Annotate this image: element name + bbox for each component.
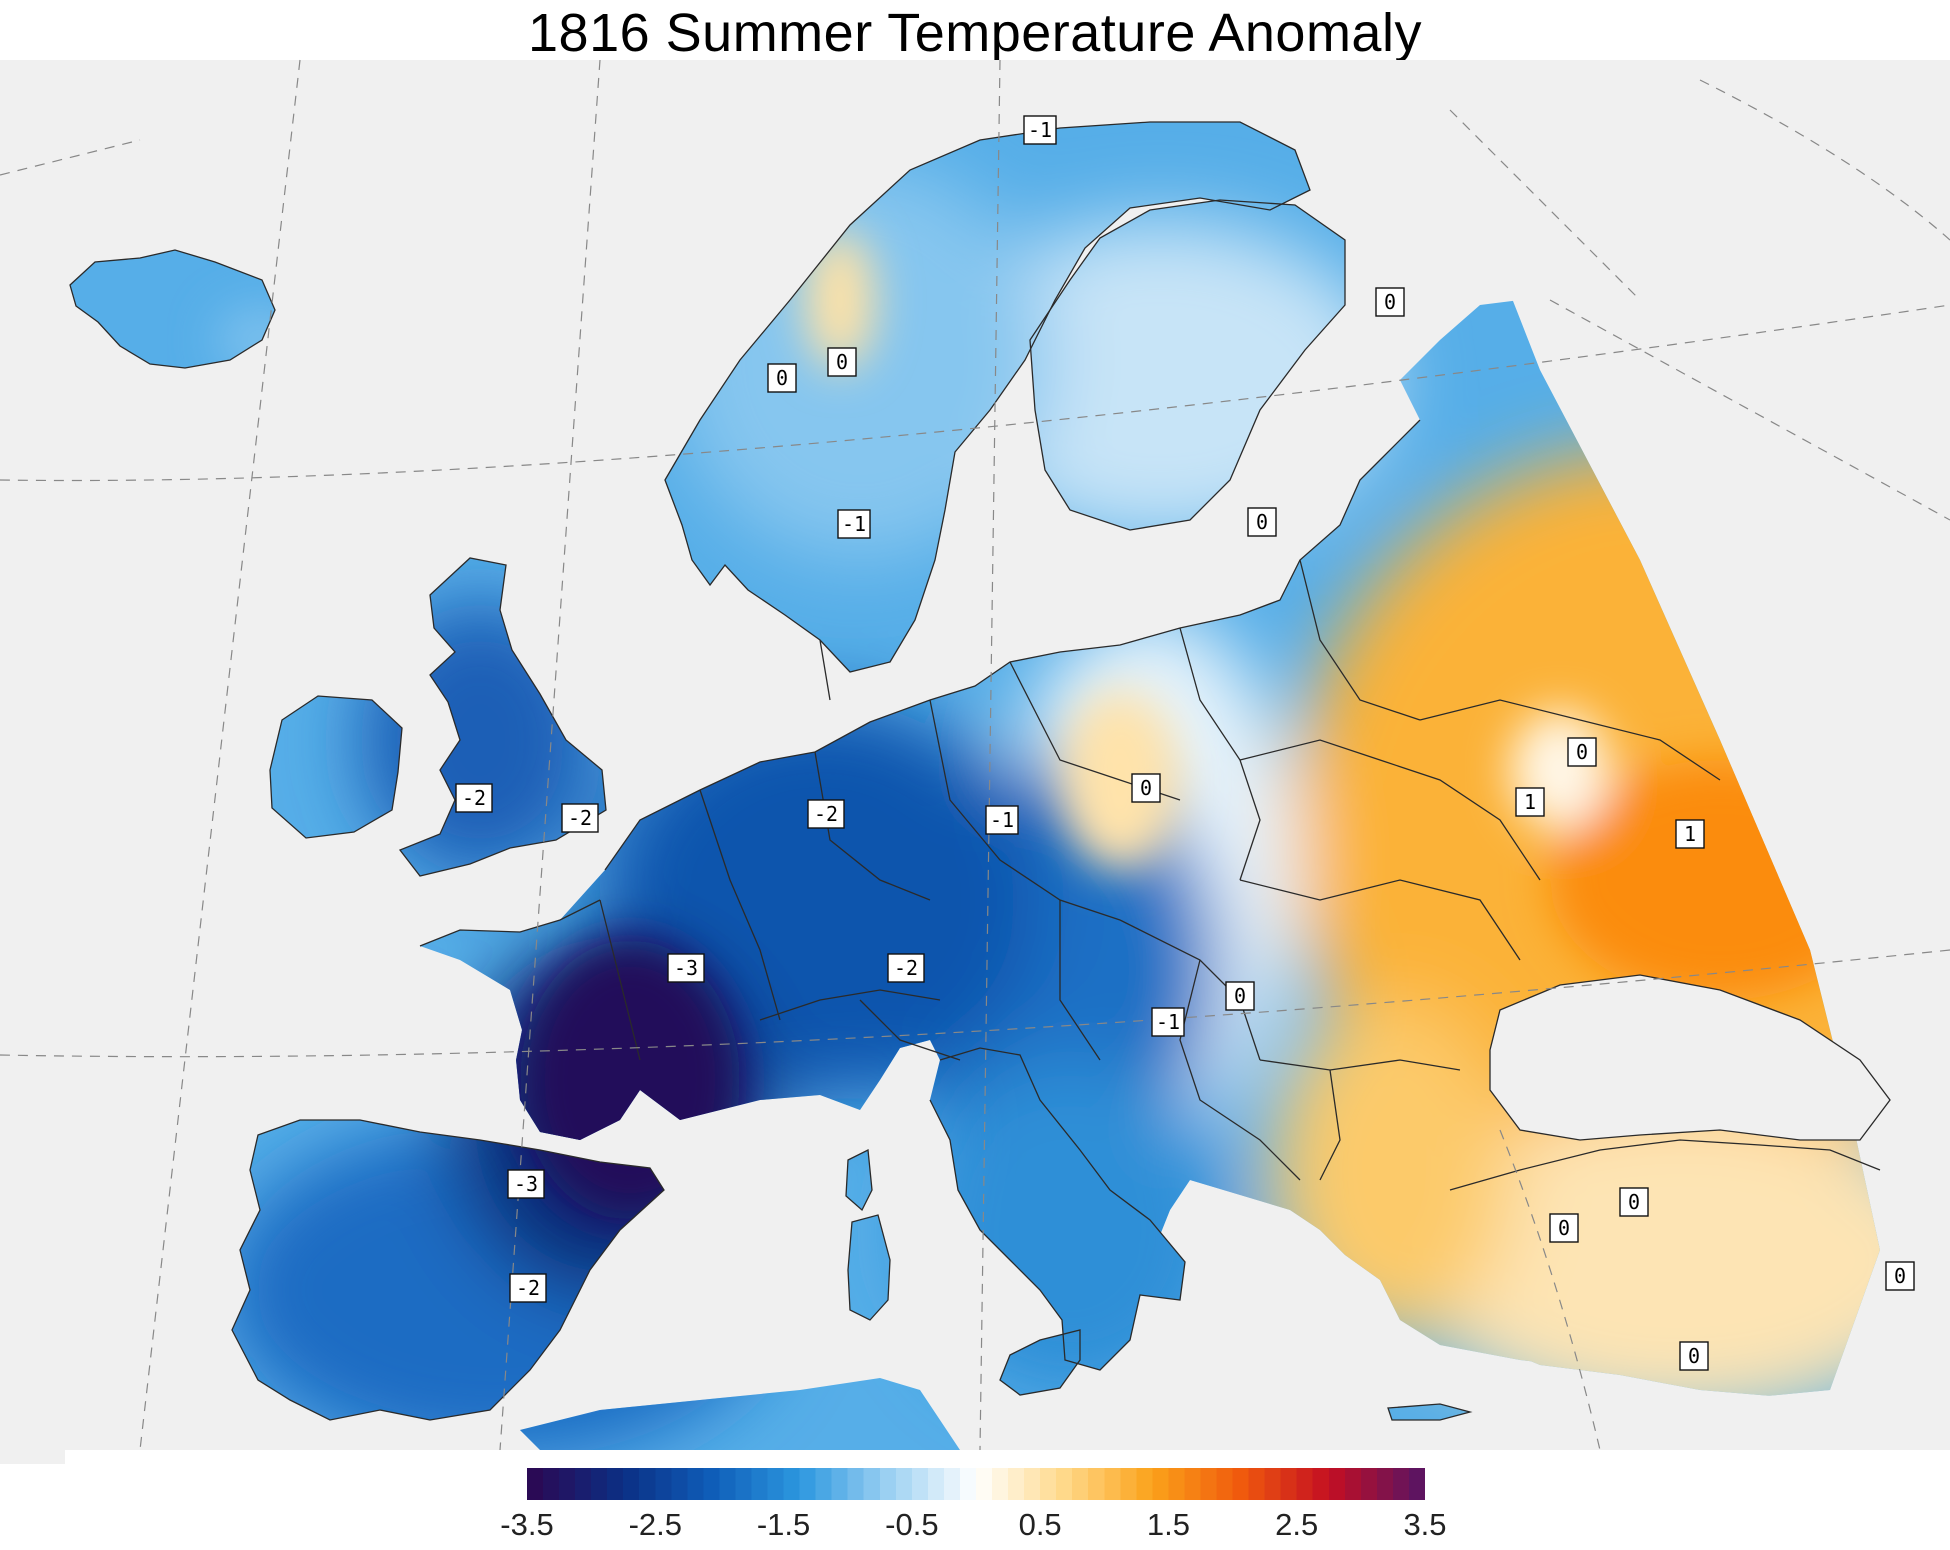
svg-text:-2: -2 (894, 956, 918, 980)
contour-label: -1 (1151, 1007, 1185, 1037)
colorbar-tick-label: -0.5 (885, 1507, 938, 1542)
svg-text:0: 0 (1384, 290, 1396, 314)
contour-label: 0 (1247, 507, 1277, 537)
svg-text:-2: -2 (814, 802, 838, 826)
contour-label: 1 (1515, 787, 1545, 817)
svg-text:1: 1 (1524, 790, 1536, 814)
contour-label: 0 (1679, 1341, 1709, 1371)
contour-labels: -1 0 0 0 -1 0 -2 -2 -2 -1 0 0 1 1 -3 -2 … (455, 115, 1915, 1371)
svg-text:-2: -2 (568, 806, 592, 830)
contour-label: 0 (827, 347, 857, 377)
contour-label: -1 (985, 805, 1019, 835)
svg-text:0: 0 (836, 350, 848, 374)
contour-label: -1 (837, 509, 871, 539)
contour-label: -2 (509, 1273, 547, 1303)
svg-text:1: 1 (1684, 822, 1696, 846)
svg-text:0: 0 (1140, 776, 1152, 800)
colorbar-tick-label: 2.5 (1275, 1507, 1318, 1542)
svg-text:0: 0 (1628, 1190, 1640, 1214)
svg-text:0: 0 (1558, 1216, 1570, 1240)
colorbar-tick-label: 1.5 (1147, 1507, 1190, 1542)
svg-text:-1: -1 (990, 808, 1014, 832)
contour-label: 0 (1225, 981, 1255, 1011)
svg-text:-1: -1 (1156, 1010, 1180, 1034)
colorbar-tick-label: -1.5 (757, 1507, 810, 1542)
svg-text:0: 0 (1688, 1344, 1700, 1368)
contour-label: 1 (1675, 819, 1705, 849)
graticule (0, 59, 1950, 1451)
svg-text:-3: -3 (674, 956, 698, 980)
contour-label: -2 (887, 953, 925, 983)
svg-text:-2: -2 (462, 786, 486, 810)
contour-label: -2 (455, 783, 493, 813)
colorbar-tick-label: -3.5 (500, 1507, 553, 1542)
contour-label: -1 (1023, 115, 1057, 145)
colorbar-tick-label: 0.5 (1019, 1507, 1062, 1542)
contour-label: 0 (1549, 1213, 1579, 1243)
svg-text:0: 0 (776, 366, 788, 390)
colorbar-gradient (527, 1468, 1425, 1500)
contour-label: -2 (561, 803, 599, 833)
svg-text:0: 0 (1256, 510, 1268, 534)
contour-label: -3 (507, 1169, 545, 1199)
svg-text:0: 0 (1234, 984, 1246, 1008)
contour-label: 0 (1131, 773, 1161, 803)
map-title: 1816 Summer Temperature Anomaly (528, 3, 1422, 63)
svg-text:-1: -1 (842, 512, 866, 536)
svg-text:-1: -1 (1028, 118, 1052, 142)
svg-text:0: 0 (1894, 1264, 1906, 1288)
contour-label: 0 (767, 363, 797, 393)
contour-label: 0 (1619, 1187, 1649, 1217)
contour-label: 0 (1885, 1261, 1915, 1291)
colorbar-tick-label: 3.5 (1403, 1507, 1446, 1542)
colorbar: -3.5 -2.5 -1.5 -0.5 0.5 1.5 2.5 3.5 (500, 1468, 1447, 1542)
colorbar-tick-label: -2.5 (629, 1507, 682, 1542)
contour-label: -3 (667, 953, 705, 983)
contour-label: 0 (1375, 287, 1405, 317)
country-borders (69, 121, 1891, 1421)
svg-text:-3: -3 (514, 1172, 538, 1196)
contour-label: -2 (807, 799, 845, 829)
svg-text:-2: -2 (516, 1276, 540, 1300)
contour-label: 0 (1567, 737, 1597, 767)
svg-text:0: 0 (1576, 740, 1588, 764)
